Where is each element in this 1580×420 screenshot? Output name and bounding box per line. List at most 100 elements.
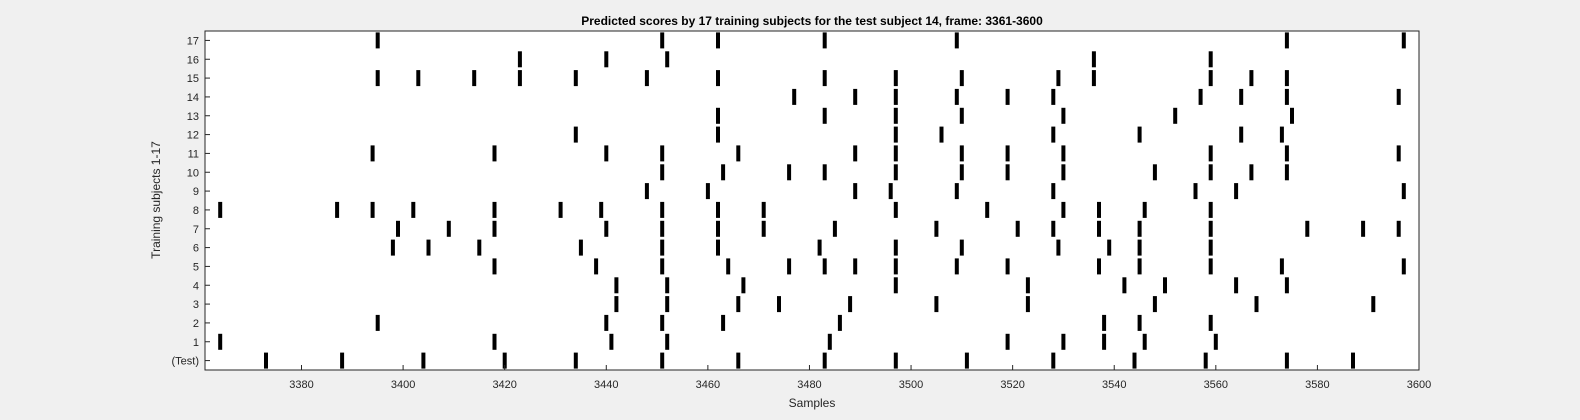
- raster-mark: [792, 88, 797, 105]
- raster-mark: [1097, 258, 1101, 275]
- raster-mark: [472, 70, 477, 87]
- raster-mark: [893, 164, 898, 181]
- raster-mark: [558, 201, 563, 218]
- raster-mark: [721, 314, 726, 331]
- x-tick-label: 3420: [492, 379, 516, 391]
- raster-mark: [716, 32, 720, 49]
- y-tick-label: 6: [193, 243, 199, 255]
- chart-title: Predicted scores by 17 training subjects…: [581, 14, 1043, 28]
- raster-mark: [959, 107, 964, 124]
- raster-mark: [660, 314, 665, 331]
- raster-mark: [1208, 314, 1213, 331]
- raster-mark: [1163, 277, 1167, 294]
- raster-mark: [502, 352, 507, 369]
- raster-mark: [1254, 296, 1259, 313]
- raster-mark: [954, 258, 959, 275]
- raster-mark: [370, 201, 375, 218]
- raster-mark: [660, 239, 665, 256]
- raster-mark: [218, 333, 223, 350]
- raster-mark: [1137, 220, 1142, 237]
- raster-mark: [848, 296, 853, 313]
- raster-mark: [492, 145, 497, 162]
- raster-mark: [390, 239, 395, 256]
- raster-mark: [665, 51, 670, 68]
- raster-mark: [1137, 126, 1142, 143]
- raster-mark: [660, 164, 665, 181]
- y-tick-label: 13: [187, 111, 199, 123]
- raster-mark: [660, 220, 665, 237]
- raster-mark: [1279, 258, 1284, 275]
- raster-mark: [1208, 258, 1213, 275]
- x-tick-label: 3600: [1407, 379, 1431, 391]
- raster-mark: [822, 258, 827, 275]
- raster-mark: [517, 51, 522, 68]
- raster-mark: [660, 258, 665, 275]
- raster-mark: [644, 183, 649, 200]
- raster-mark: [1279, 126, 1284, 143]
- raster-mark: [665, 277, 670, 294]
- y-tick-label: 2: [193, 318, 199, 330]
- raster-mark: [1361, 220, 1366, 237]
- y-tick-label: 5: [193, 261, 199, 273]
- y-tick-label: 1: [193, 337, 199, 349]
- raster-mark: [573, 70, 578, 87]
- raster-mark: [959, 164, 964, 181]
- raster-mark: [604, 220, 609, 237]
- raster-mark: [736, 145, 741, 162]
- raster-mark: [1249, 164, 1254, 181]
- raster-mark: [1102, 333, 1107, 350]
- raster-mark: [1249, 70, 1254, 87]
- raster-mark: [573, 352, 578, 369]
- y-tick-label: 7: [193, 224, 199, 236]
- raster-mark: [1193, 183, 1198, 200]
- raster-mark: [1051, 126, 1056, 143]
- raster-mark: [492, 220, 497, 237]
- raster-mark: [716, 220, 720, 237]
- raster-mark: [1015, 220, 1020, 237]
- y-tick-label: 17: [187, 35, 199, 47]
- raster-mark: [985, 201, 990, 218]
- raster-mark: [446, 220, 451, 237]
- raster-mark: [822, 107, 827, 124]
- raster-mark: [1061, 145, 1066, 162]
- raster-mark: [827, 333, 832, 350]
- raster-mark: [604, 145, 609, 162]
- raster-mark: [939, 126, 944, 143]
- raster-mark: [411, 201, 416, 218]
- raster-mark: [1051, 352, 1056, 369]
- raster-mark: [893, 107, 898, 124]
- raster-mark: [716, 107, 720, 124]
- raster-mark: [492, 201, 497, 218]
- raster-mark: [893, 352, 898, 369]
- raster-mark: [1061, 164, 1066, 181]
- raster-mark: [1371, 296, 1376, 313]
- raster-mark: [426, 239, 431, 256]
- raster-mark: [893, 145, 898, 162]
- raster-mark: [1234, 183, 1239, 200]
- x-axis-ticks: 3380 3400 3420 3440 3460 3480 3500 3520 3540 3560…: [289, 365, 1431, 391]
- raster-mark: [1305, 220, 1310, 237]
- raster-mark: [375, 314, 380, 331]
- raster-mark: [1137, 258, 1142, 275]
- raster-mark: [721, 164, 726, 181]
- raster-mark: [1152, 164, 1157, 181]
- x-axis-label: Samples: [789, 396, 836, 410]
- raster-mark: [934, 220, 939, 237]
- raster-mark: [614, 296, 619, 313]
- raster-mark: [705, 183, 710, 200]
- raster-mark: [1142, 201, 1147, 218]
- raster-mark: [1208, 70, 1213, 87]
- raster-mark: [517, 70, 522, 87]
- raster-mark: [665, 333, 670, 350]
- raster-mark: [1091, 51, 1096, 68]
- raster-mark: [573, 126, 578, 143]
- raster-mark: [822, 352, 827, 369]
- raster-mark: [614, 277, 619, 294]
- raster-mark: [817, 239, 822, 256]
- raster-mark: [1061, 201, 1066, 218]
- raster-mark: [660, 32, 665, 49]
- raster-mark: [609, 333, 614, 350]
- raster-mark: [644, 70, 649, 87]
- raster-mark: [604, 314, 609, 331]
